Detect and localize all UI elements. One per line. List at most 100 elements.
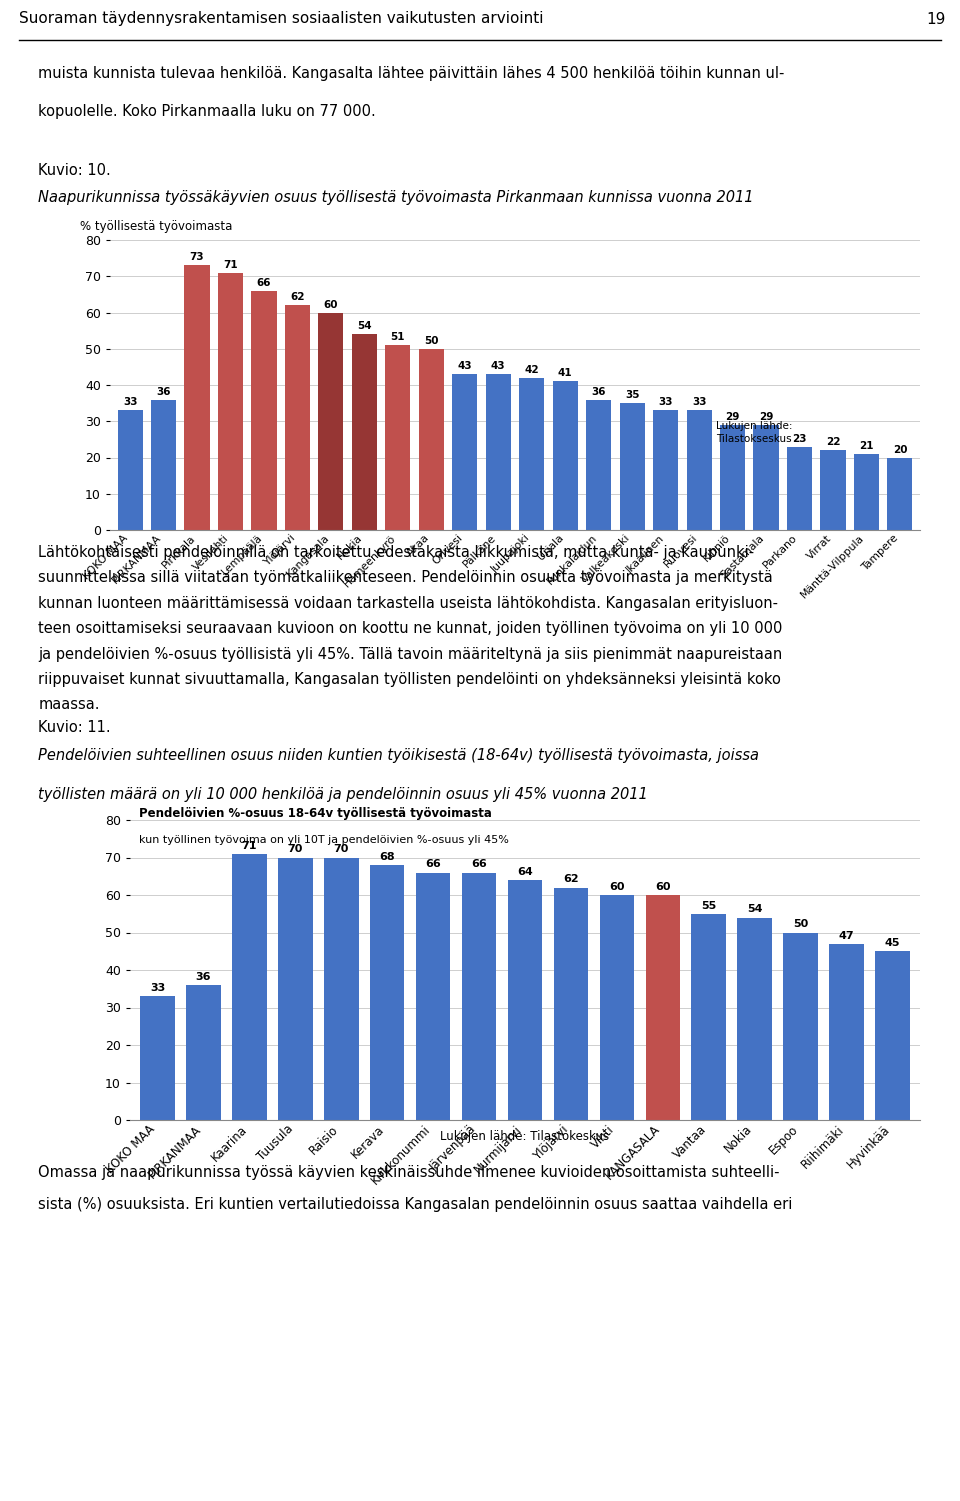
Bar <box>285 305 310 530</box>
Bar <box>324 857 358 1120</box>
Text: 21: 21 <box>859 441 874 450</box>
Bar <box>754 425 779 530</box>
Bar <box>829 944 864 1120</box>
Bar <box>186 985 221 1120</box>
Bar <box>508 880 542 1120</box>
Bar <box>553 381 578 530</box>
Text: Pendelöivien %-osuus 18-64v työllisestä työvoimasta: Pendelöivien %-osuus 18-64v työllisestä … <box>139 808 492 820</box>
Text: Lukujen lähde: Tilastokeskus: Lukujen lähde: Tilastokeskus <box>441 1130 610 1142</box>
Text: 55: 55 <box>701 901 716 911</box>
Text: 33: 33 <box>692 398 707 407</box>
Bar <box>619 404 645 530</box>
Text: 42: 42 <box>524 365 540 375</box>
Text: sista (%) osuuksista. Eri kuntien vertailutiedoissa Kangasalan pendelöinnin osuu: sista (%) osuuksista. Eri kuntien vertai… <box>38 1198 793 1213</box>
Text: riippuvaiset kunnat sivuuttamalla, Kangasalan työllisten pendelöinti on yhdeksän: riippuvaiset kunnat sivuuttamalla, Kanga… <box>38 672 781 687</box>
Text: kun työllinen työvoima on yli 10T ja pendelöivien %-osuus yli 45%: kun työllinen työvoima on yli 10T ja pen… <box>139 835 509 845</box>
Text: ja pendelöivien %-osuus työllisistä yli 45%. Tällä tavoin määriteltynä ja siis p: ja pendelöivien %-osuus työllisistä yli … <box>38 647 782 662</box>
Text: 47: 47 <box>839 931 854 941</box>
Text: 36: 36 <box>196 973 211 982</box>
Text: 50: 50 <box>793 920 808 929</box>
Bar <box>587 399 612 530</box>
Bar <box>385 345 411 530</box>
Bar <box>783 932 818 1120</box>
Text: 54: 54 <box>747 905 762 914</box>
Text: 70: 70 <box>333 845 349 854</box>
Bar <box>319 312 344 530</box>
Text: 66: 66 <box>425 860 441 869</box>
Bar <box>151 399 176 530</box>
Text: 22: 22 <box>826 437 840 447</box>
Text: 36: 36 <box>156 387 171 396</box>
Text: 54: 54 <box>357 321 372 332</box>
Text: Suoraman täydennysrakentamisen sosiaalisten vaikutusten arviointi: Suoraman täydennysrakentamisen sosiaalis… <box>19 12 543 27</box>
Text: teen osoittamiseksi seuraavaan kuvioon on koottu ne kunnat, joiden työllinen työ: teen osoittamiseksi seuraavaan kuvioon o… <box>38 621 782 636</box>
Bar <box>486 374 511 530</box>
Bar <box>117 410 143 530</box>
Text: 43: 43 <box>491 362 506 371</box>
Bar <box>370 865 404 1120</box>
Bar <box>278 857 313 1120</box>
Text: 29: 29 <box>726 411 740 422</box>
Text: 29: 29 <box>758 411 773 422</box>
Text: 36: 36 <box>591 387 606 396</box>
Text: 19: 19 <box>926 12 946 27</box>
Text: 64: 64 <box>517 868 533 877</box>
Text: työllisten määrä on yli 10 000 henkilöä ja pendelöinnin osuus yli 45% vuonna 201: työllisten määrä on yli 10 000 henkilöä … <box>38 787 648 802</box>
Text: muista kunnista tulevaa henkilöä. Kangasalta lähtee päivittäin lähes 4 500 henki: muista kunnista tulevaa henkilöä. Kangas… <box>38 66 784 81</box>
Text: Naapurikunnissa työssäkäyvien osuus työllisestä työvoimasta Pirkanmaan kunnissa : Naapurikunnissa työssäkäyvien osuus työl… <box>38 191 754 206</box>
Text: Omassa ja naapurikunnissa työssä käyvien keskinäissuhde ilmenee kuvioiden osoitt: Omassa ja naapurikunnissa työssä käyvien… <box>38 1165 780 1180</box>
Bar <box>876 952 910 1120</box>
Text: 60: 60 <box>655 883 670 892</box>
Text: % työllisestä työvoimasta: % työllisestä työvoimasta <box>80 219 232 233</box>
Bar <box>887 458 912 530</box>
Bar <box>720 425 745 530</box>
Text: Pendelöivien suhteellinen osuus niiden kuntien työikisestä (18-64v) työllisestä : Pendelöivien suhteellinen osuus niiden k… <box>38 747 759 763</box>
Bar <box>519 378 544 530</box>
Bar <box>416 872 450 1120</box>
Text: 66: 66 <box>471 860 487 869</box>
Bar <box>821 450 846 530</box>
Bar <box>140 997 175 1120</box>
Bar <box>853 453 879 530</box>
Text: 33: 33 <box>150 983 165 994</box>
Text: 62: 62 <box>290 293 304 302</box>
Bar <box>787 447 812 530</box>
Bar <box>218 273 243 530</box>
Bar <box>252 291 276 530</box>
Text: 33: 33 <box>123 398 137 407</box>
Bar <box>737 917 772 1120</box>
Text: Kuvio: 10.: Kuvio: 10. <box>38 164 111 179</box>
Text: 71: 71 <box>242 841 257 851</box>
Bar <box>554 887 588 1120</box>
Bar <box>452 374 477 530</box>
Bar <box>653 410 678 530</box>
Bar <box>184 266 209 530</box>
Text: 60: 60 <box>609 883 625 892</box>
Text: 50: 50 <box>424 336 439 345</box>
Bar <box>351 335 377 530</box>
Text: 45: 45 <box>885 938 900 949</box>
Bar <box>645 895 680 1120</box>
Bar <box>686 410 711 530</box>
Text: Lähtökohtaisesti pendelöinnillä on tarkoitettu edestakaista liikkumista, mutta k: Lähtökohtaisesti pendelöinnillä on tarko… <box>38 545 755 560</box>
Text: 43: 43 <box>458 362 472 371</box>
Text: kunnan luonteen määrittämisessä voidaan tarkastella useista lähtökohdista. Kanga: kunnan luonteen määrittämisessä voidaan … <box>38 596 779 611</box>
Text: 41: 41 <box>558 368 572 378</box>
Bar <box>600 895 635 1120</box>
Text: 33: 33 <box>659 398 673 407</box>
Text: 23: 23 <box>792 434 806 444</box>
Text: 66: 66 <box>256 278 272 288</box>
Text: 20: 20 <box>893 444 907 455</box>
Text: 73: 73 <box>190 252 204 263</box>
Text: Kuvio: 11.: Kuvio: 11. <box>38 720 111 735</box>
Text: suunnittelussa sillä viitataan työmatkaliikenteseen. Pendelöinnin osuutta työvoi: suunnittelussa sillä viitataan työmatkal… <box>38 570 773 585</box>
Text: 60: 60 <box>324 300 338 309</box>
Bar <box>462 872 496 1120</box>
Text: 68: 68 <box>379 853 395 862</box>
Text: 70: 70 <box>288 845 303 854</box>
Text: kopuolelle. Koko Pirkanmaalla luku on 77 000.: kopuolelle. Koko Pirkanmaalla luku on 77… <box>38 104 376 119</box>
Bar <box>232 854 267 1120</box>
Bar <box>419 348 444 530</box>
Text: maassa.: maassa. <box>38 698 100 713</box>
Text: 62: 62 <box>564 875 579 884</box>
